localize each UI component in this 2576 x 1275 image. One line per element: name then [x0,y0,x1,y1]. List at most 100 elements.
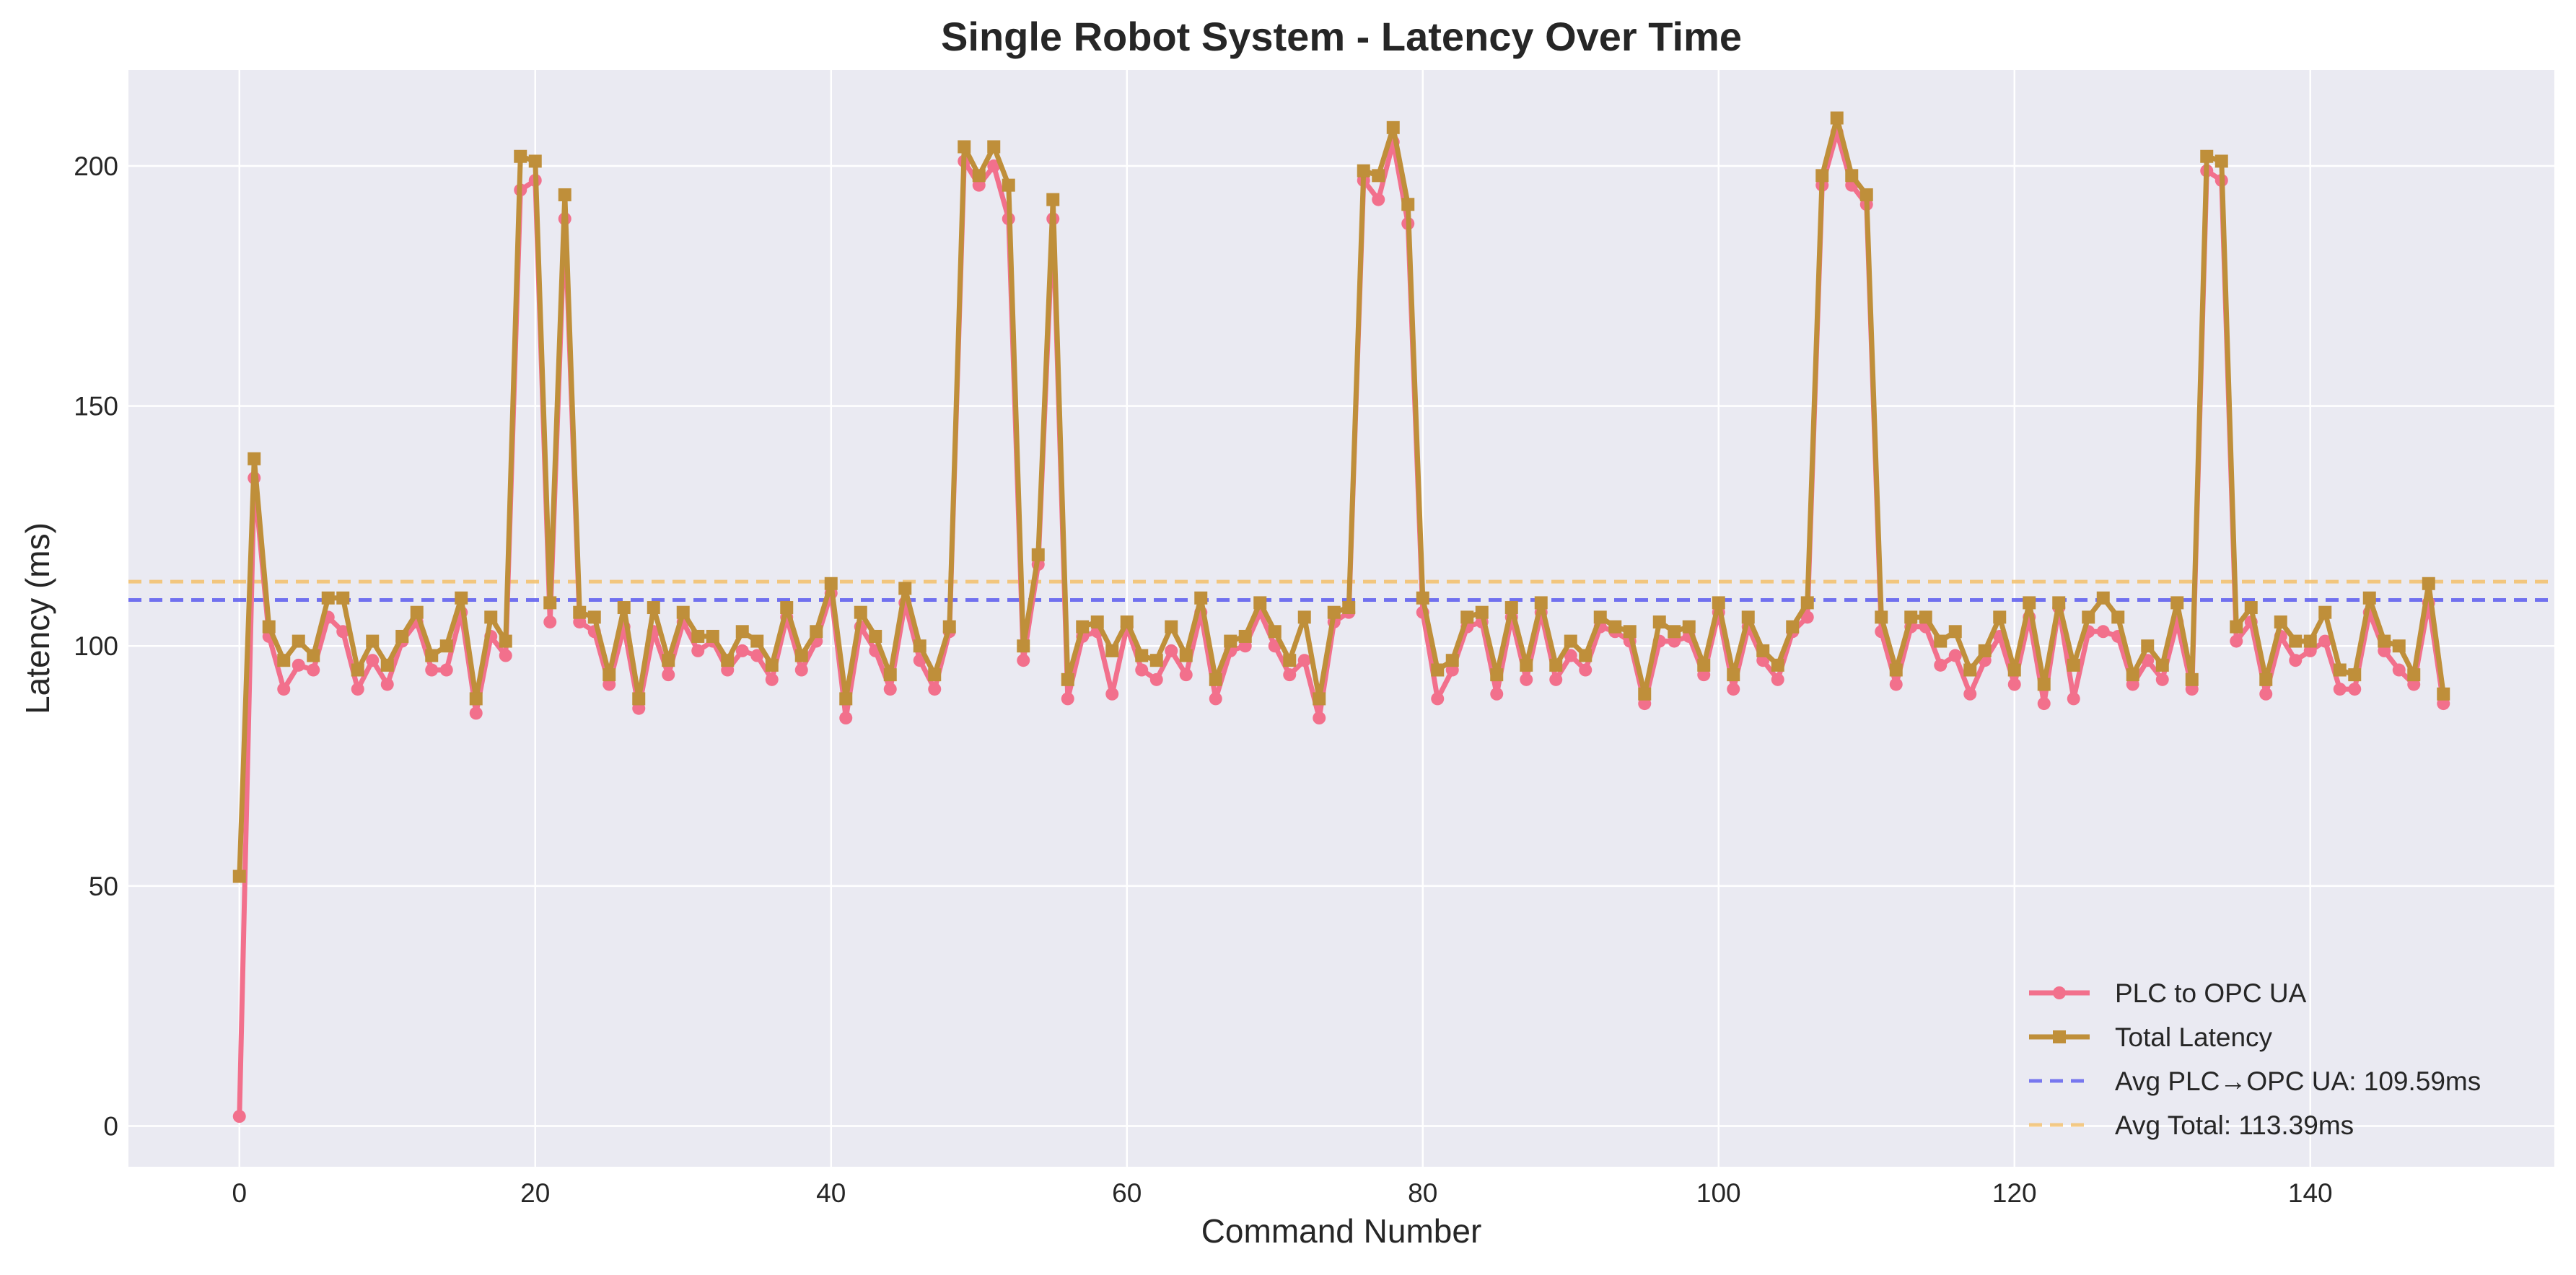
data-point [1313,692,1326,706]
data-point [928,668,942,682]
data-point [1475,605,1489,619]
data-point [1682,620,1696,634]
data-point [1520,672,1533,686]
data-point [2141,639,2155,653]
data-point [1431,692,1445,706]
data-point [1652,615,1666,628]
data-point [469,692,483,706]
data-point [662,668,675,682]
data-point [1179,649,1193,662]
data-point [1786,620,1800,634]
data-point [1579,649,1593,662]
data-point [1579,663,1593,677]
data-point [439,663,453,677]
data-point [2392,663,2406,677]
data-point [2037,678,2051,691]
data-point [2111,610,2125,624]
data-point [232,1110,246,1123]
legend-item-avg-plc: Avg PLC→OPC UA: 109.59ms [2029,1066,2481,1096]
data-point [366,634,380,648]
data-point [1061,672,1074,686]
x-tick-label: 0 [232,1178,247,1208]
data-point [1490,687,1504,701]
y-tick-label: 50 [89,872,118,901]
data-point [336,591,350,605]
data-point [1875,610,1888,624]
data-point [913,639,926,653]
data-point [2259,687,2273,701]
y-tick-label: 200 [74,152,118,181]
data-point [499,634,512,648]
data-point [1431,663,1445,677]
data-point [2422,577,2435,590]
data-point [1445,654,1459,667]
data-point [1031,548,1045,561]
data-point [765,658,779,672]
data-point [1297,654,1311,667]
data-point [292,634,305,648]
data-point [1741,610,1755,624]
data-point [292,658,305,672]
data-point [1268,625,1282,639]
x-tick-label: 20 [520,1178,550,1208]
data-point [810,625,823,639]
data-point [1934,634,1948,648]
data-point [1934,658,1948,672]
data-point [277,654,291,667]
data-point [1076,620,1090,634]
data-point [2303,634,2317,648]
data-point [380,658,394,672]
data-point [247,452,261,465]
data-point [1948,625,1962,639]
legend: PLC to OPC UA Total Latency Avg PLC→OPC … [2029,978,2481,1140]
data-point [410,605,424,619]
data-point [1549,672,1563,686]
data-point [1593,610,1607,624]
data-point [1830,111,1844,125]
data-point [277,683,291,696]
data-point [455,591,468,605]
data-point [2348,668,2362,682]
data-point [1090,615,1104,628]
x-tick-label: 60 [1112,1178,1142,1208]
data-point [1283,654,1297,667]
data-point [2244,601,2258,615]
y-tick-label: 100 [74,631,118,661]
data-point [987,140,1001,154]
data-point [2023,596,2036,610]
data-point [972,169,986,183]
data-point [1712,596,1725,610]
data-point [1608,620,1622,634]
data-point [1845,169,1859,183]
data-point [735,644,749,657]
data-point [543,615,557,628]
data-point [543,596,557,610]
x-tick-label: 40 [816,1178,846,1208]
series-line [237,115,2446,877]
data-point [987,159,1001,173]
reference-lines [128,579,2554,602]
data-point [1771,658,1784,672]
data-point [336,625,350,639]
data-point [2259,672,2273,686]
x-tick-label: 120 [1992,1178,2037,1208]
data-point [573,605,587,619]
data-point [1889,678,1903,691]
data-point [1727,683,1740,696]
data-point [425,663,439,677]
data-point [883,668,897,682]
data-point [380,678,394,691]
data-point [706,629,719,643]
data-point [351,683,364,696]
data-point [321,591,335,605]
data-point [1727,668,1740,682]
data-point [780,601,794,615]
data-point [439,639,453,653]
data-point [2289,654,2303,667]
data-point [587,610,601,624]
data-point [395,629,409,643]
data-point [1623,625,1637,639]
data-point [1105,644,1119,657]
series-lines [232,111,2450,1123]
